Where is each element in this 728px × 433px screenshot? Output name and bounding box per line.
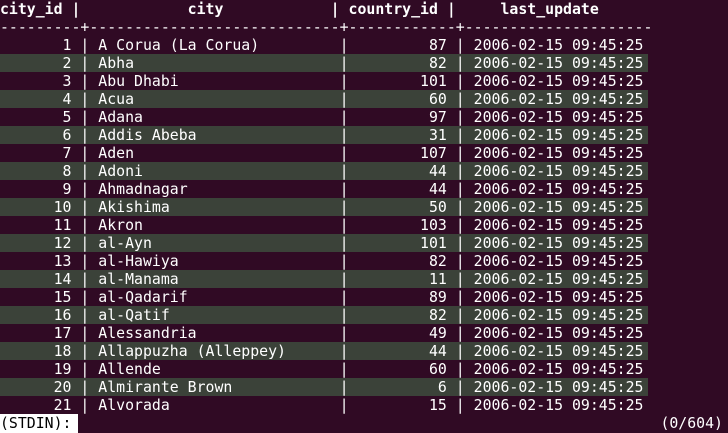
table-row: 10 | Akishima | 50 | 2006-02-15 09:45:25: [0, 198, 648, 216]
table-row: 6 | Addis Abeba | 31 | 2006-02-15 09:45:…: [0, 126, 648, 144]
table-row: 11 | Akron | 103 | 2006-02-15 09:45:25: [0, 216, 644, 234]
table-row: 7 | Aden | 107 | 2006-02-15 09:45:25: [0, 144, 644, 162]
table-row: 20 | Almirante Brown | 6 | 2006-02-15 09…: [0, 378, 648, 396]
table-row: 5 | Adana | 97 | 2006-02-15 09:45:25: [0, 108, 644, 126]
pager-prompt[interactable]: (STDIN):: [0, 414, 78, 433]
table-row: 2 | Abha | 82 | 2006-02-15 09:45:25: [0, 54, 648, 72]
table-row: 12 | al-Ayn | 101 | 2006-02-15 09:45:25: [0, 234, 648, 252]
table-row: 9 | Ahmadnagar | 44 | 2006-02-15 09:45:2…: [0, 180, 644, 198]
table-separator: ---------+----------------------------+-…: [0, 18, 653, 36]
table-row: 18 | Allappuzha (Alleppey) | 44 | 2006-0…: [0, 342, 648, 360]
table-row: 3 | Abu Dhabi | 101 | 2006-02-15 09:45:2…: [0, 72, 644, 90]
table-row: 19 | Allende | 60 | 2006-02-15 09:45:25: [0, 360, 644, 378]
table-row: 4 | Acua | 60 | 2006-02-15 09:45:25: [0, 90, 648, 108]
table-row: 8 | Adoni | 44 | 2006-02-15 09:45:25: [0, 162, 648, 180]
table-row: 16 | al-Qatif | 82 | 2006-02-15 09:45:25: [0, 306, 648, 324]
table-header: city_id | city | country_id | last_updat…: [0, 0, 599, 18]
table-row: 14 | al-Manama | 11 | 2006-02-15 09:45:2…: [0, 270, 648, 288]
pager-status-bar: [0, 414, 728, 433]
table-row: 13 | al-Hawiya | 82 | 2006-02-15 09:45:2…: [0, 252, 644, 270]
table-row: 21 | Alvorada | 15 | 2006-02-15 09:45:25: [0, 396, 644, 414]
table-row: 17 | Alessandria | 49 | 2006-02-15 09:45…: [0, 324, 644, 342]
table-row: 1 | A Corua (La Corua) | 87 | 2006-02-15…: [0, 36, 644, 54]
pager-position-indicator: (0/604): [660, 414, 723, 432]
table-row: 15 | al-Qadarif | 89 | 2006-02-15 09:45:…: [0, 288, 644, 306]
